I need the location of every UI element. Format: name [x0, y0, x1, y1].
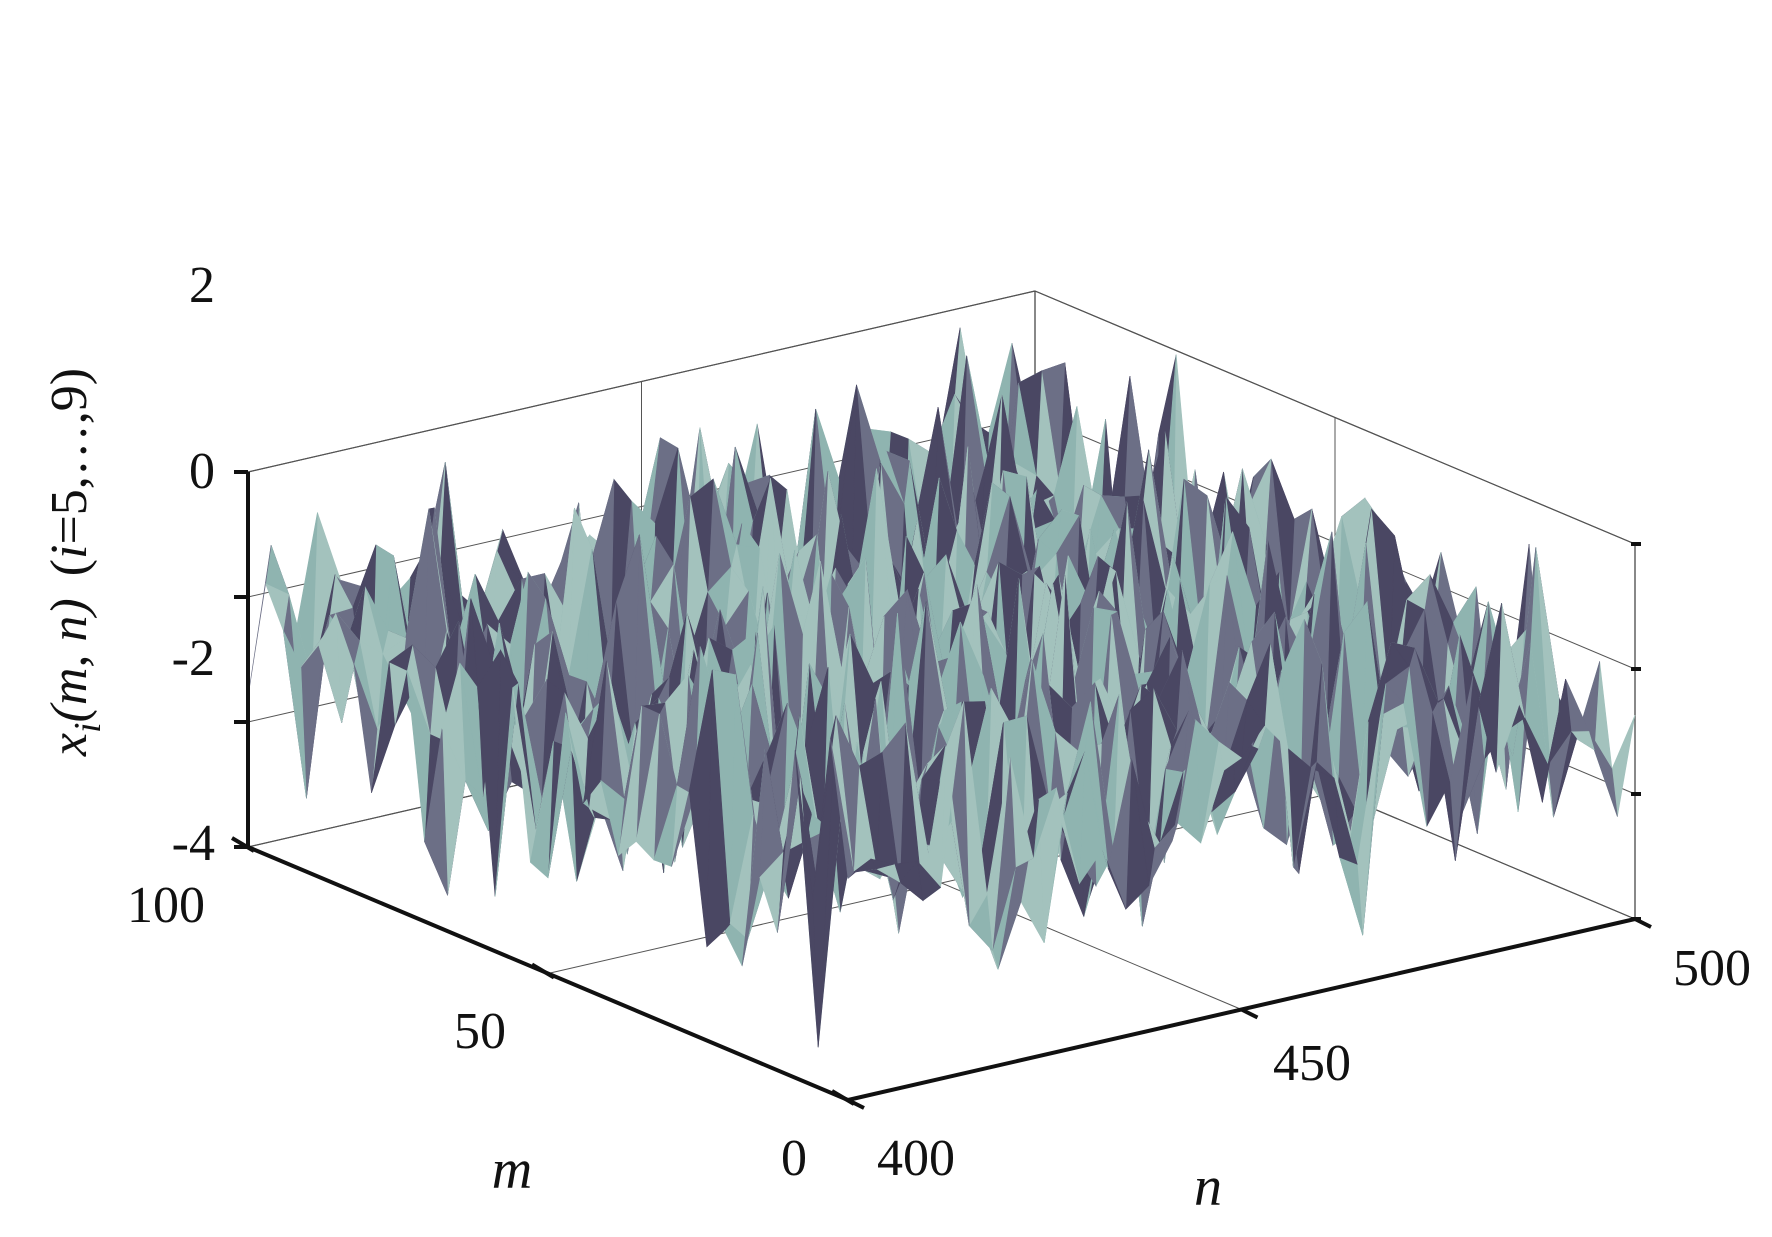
surface-facet: [477, 649, 501, 897]
surface-facet: [424, 728, 448, 896]
m-tick: [230, 836, 256, 853]
surface-facet: [371, 661, 396, 793]
surface-facet: [283, 630, 307, 799]
surface-facet: [812, 715, 837, 899]
surface-facet: [388, 644, 413, 671]
n-axis-label: n: [1194, 1156, 1222, 1218]
z-tick-label-0: 0: [189, 443, 215, 500]
surface-facet: [353, 663, 378, 793]
axes-lines: [230, 470, 1652, 1110]
z-tick-label-neg4: -4: [172, 815, 215, 872]
surface-facet: [741, 748, 766, 966]
n-tick-label-500: 500: [1673, 940, 1751, 997]
surface-facet: [441, 662, 466, 781]
surface-facet: [530, 741, 554, 879]
surface-facet: [706, 923, 731, 948]
surface-facet: [688, 669, 713, 947]
surface-facet: [406, 670, 431, 842]
surface-facet: [583, 660, 607, 804]
z-tick-label-2: 2: [189, 257, 215, 314]
surface-facet: [600, 779, 625, 856]
surface-facet: [777, 750, 801, 933]
m-tick-label-0: 0: [781, 1130, 807, 1187]
surface-facet: [265, 583, 290, 632]
m-tick-label-50: 50: [454, 1003, 506, 1060]
surface-mesh: [247, 327, 1636, 1048]
surface-facet: [653, 785, 678, 867]
surface-facet: [547, 712, 572, 878]
surface-facet: [318, 611, 342, 723]
surface-facet: [759, 851, 784, 933]
m-tick-label-100: 100: [127, 877, 205, 934]
n-tick-label-400: 400: [877, 1130, 955, 1187]
surface-facet: [335, 612, 360, 666]
surface-facet: [830, 738, 854, 880]
surface-facet: [565, 712, 590, 809]
surface-facet: [618, 705, 642, 857]
surface-facet: [794, 750, 819, 1048]
surface-facet: [247, 545, 272, 698]
z-tick-label-neg2: -2: [172, 630, 215, 687]
m-tick: [530, 962, 556, 980]
n-tick-label-450: 450: [1273, 1035, 1351, 1092]
z-axis-label: xi(m, n)(i=5,…,9): [41, 368, 109, 757]
surface-facet: [494, 682, 519, 897]
m-axis-label: m: [492, 1139, 532, 1201]
n-tick: [1240, 1007, 1259, 1020]
surface-facet: [635, 713, 660, 861]
n-tick: [847, 1098, 865, 1110]
surface-facet: [459, 662, 484, 797]
